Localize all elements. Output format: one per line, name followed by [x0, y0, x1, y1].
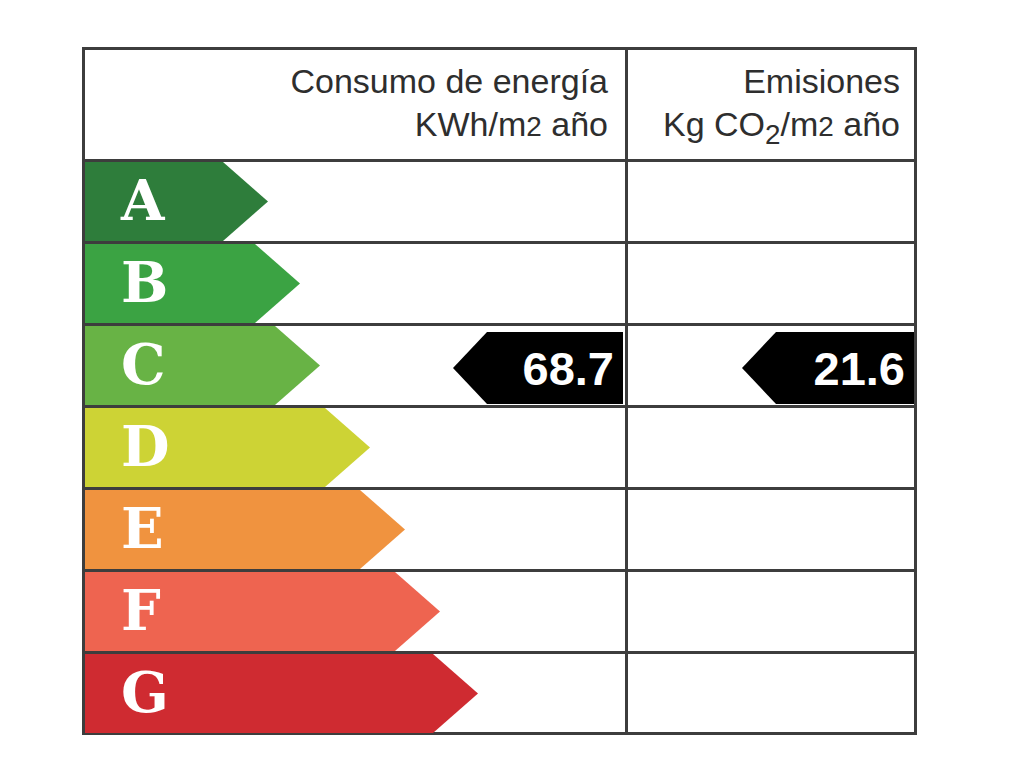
- rating-letter-e: E: [121, 500, 164, 556]
- rating-row-b: B: [85, 244, 300, 323]
- rating-row-a: A: [85, 162, 268, 241]
- rating-row-g: G: [85, 654, 478, 733]
- rating-arrow-e: E: [85, 490, 405, 569]
- rating-letter-d: D: [121, 418, 170, 474]
- consumption-value-arrow: 68.7: [453, 332, 623, 404]
- rating-arrow-a: A: [85, 162, 268, 241]
- emissions-value: 21.6: [814, 345, 914, 392]
- rating-row-f: F: [85, 572, 440, 651]
- rating-letter-c: C: [121, 336, 166, 392]
- rating-arrow-g: G: [85, 654, 478, 733]
- column-divider: [625, 47, 628, 735]
- rating-row-d: D: [85, 408, 370, 487]
- rating-arrow-b: B: [85, 244, 300, 323]
- emissions-column-header: Emisiones Kg CO2/m2 año: [640, 60, 900, 156]
- consumption-value: 68.7: [523, 345, 623, 392]
- energy-efficiency-certificate: Consumo de energía KWh/m2 año Emisiones …: [0, 0, 1020, 765]
- rating-arrow-d: D: [85, 408, 370, 487]
- rating-arrow-f: F: [85, 572, 440, 651]
- consumption-title: Consumo de energía: [100, 60, 608, 103]
- rating-arrow-c: C: [85, 326, 320, 405]
- rating-row-c: C: [85, 326, 320, 405]
- emissions-title: Emisiones: [640, 60, 900, 103]
- rating-letter-f: F: [121, 582, 161, 638]
- rating-letter-g: G: [121, 664, 169, 720]
- emissions-unit: Kg CO2/m2 año: [640, 103, 900, 156]
- rating-letter-a: A: [121, 172, 164, 228]
- consumption-column-header: Consumo de energía KWh/m2 año: [100, 60, 608, 148]
- emissions-value-arrow: 21.6: [742, 332, 914, 404]
- rating-row-e: E: [85, 490, 405, 569]
- consumption-unit: KWh/m2 año: [100, 103, 608, 148]
- rating-letter-b: B: [121, 254, 168, 310]
